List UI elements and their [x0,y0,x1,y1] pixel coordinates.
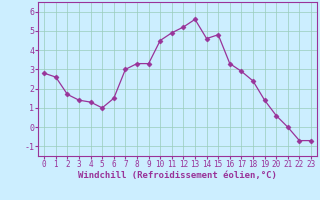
X-axis label: Windchill (Refroidissement éolien,°C): Windchill (Refroidissement éolien,°C) [78,171,277,180]
